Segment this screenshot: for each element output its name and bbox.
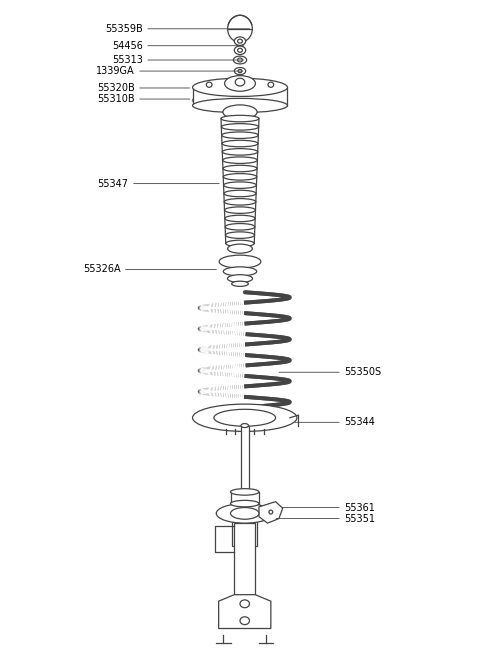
Ellipse shape xyxy=(234,68,246,75)
Ellipse shape xyxy=(224,190,256,197)
Ellipse shape xyxy=(230,508,259,520)
Ellipse shape xyxy=(192,98,288,113)
Ellipse shape xyxy=(223,105,257,119)
Ellipse shape xyxy=(224,182,256,188)
Bar xyxy=(241,426,249,492)
Ellipse shape xyxy=(223,165,257,172)
Text: 55361: 55361 xyxy=(344,502,375,512)
Text: 55359B: 55359B xyxy=(105,24,143,34)
Ellipse shape xyxy=(214,409,276,426)
Ellipse shape xyxy=(241,424,249,428)
Ellipse shape xyxy=(226,232,254,238)
Text: 55351: 55351 xyxy=(344,514,375,523)
Ellipse shape xyxy=(223,267,257,276)
Ellipse shape xyxy=(221,123,259,130)
Ellipse shape xyxy=(226,240,254,247)
Ellipse shape xyxy=(269,510,273,514)
Text: 55326A: 55326A xyxy=(83,264,120,274)
Ellipse shape xyxy=(192,92,288,108)
Ellipse shape xyxy=(238,39,242,43)
Text: 55344: 55344 xyxy=(344,417,375,427)
Ellipse shape xyxy=(221,115,259,122)
Ellipse shape xyxy=(234,46,246,54)
Ellipse shape xyxy=(233,56,247,64)
Ellipse shape xyxy=(238,49,242,52)
Polygon shape xyxy=(219,595,271,628)
Ellipse shape xyxy=(238,58,242,62)
Bar xyxy=(234,523,255,595)
Ellipse shape xyxy=(230,501,259,507)
Ellipse shape xyxy=(223,174,257,180)
Ellipse shape xyxy=(222,132,258,138)
Text: 55350S: 55350S xyxy=(344,367,382,377)
Ellipse shape xyxy=(234,37,246,45)
Ellipse shape xyxy=(238,70,242,73)
Ellipse shape xyxy=(225,75,255,91)
Ellipse shape xyxy=(222,140,258,147)
Ellipse shape xyxy=(240,600,250,607)
Ellipse shape xyxy=(192,78,288,96)
Ellipse shape xyxy=(225,207,255,213)
Ellipse shape xyxy=(223,157,257,163)
Text: 54456: 54456 xyxy=(112,41,143,51)
Ellipse shape xyxy=(222,149,258,155)
Ellipse shape xyxy=(228,15,252,43)
Ellipse shape xyxy=(240,617,250,625)
Ellipse shape xyxy=(216,504,273,523)
Ellipse shape xyxy=(268,82,274,87)
Ellipse shape xyxy=(225,224,255,230)
Bar xyxy=(232,504,257,546)
Text: 55347: 55347 xyxy=(97,178,129,189)
Ellipse shape xyxy=(225,215,255,222)
Text: 55310B: 55310B xyxy=(97,94,135,104)
Ellipse shape xyxy=(230,489,259,495)
Ellipse shape xyxy=(232,281,248,287)
Ellipse shape xyxy=(192,404,297,432)
Ellipse shape xyxy=(228,244,252,253)
Text: 1339GA: 1339GA xyxy=(96,66,135,76)
Text: 55313: 55313 xyxy=(112,55,143,65)
Text: 55320B: 55320B xyxy=(97,83,135,93)
Ellipse shape xyxy=(219,255,261,268)
Polygon shape xyxy=(259,502,283,523)
Ellipse shape xyxy=(228,275,252,283)
Ellipse shape xyxy=(235,78,245,86)
Bar xyxy=(230,492,259,504)
Ellipse shape xyxy=(206,82,212,87)
Ellipse shape xyxy=(224,199,256,205)
